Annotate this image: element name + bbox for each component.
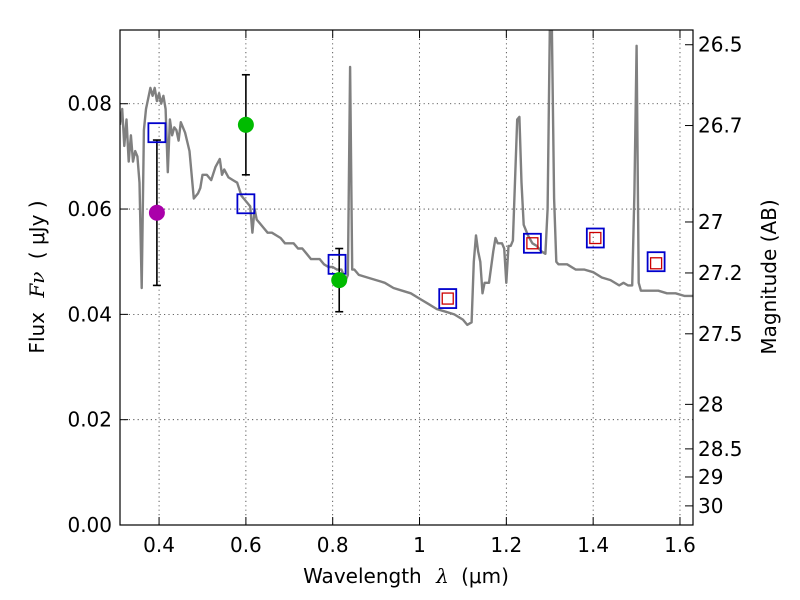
observed-limit-square [441, 292, 454, 305]
y2-tick-label: 26.5 [698, 33, 743, 57]
x-tick-label: 1.2 [490, 533, 522, 557]
observed-limit-square [649, 257, 663, 270]
y-axis-label: Flux Fν ( μJy ) [25, 200, 49, 353]
x-tick-label: 0.6 [230, 533, 262, 557]
y2-tick-label: 27 [698, 210, 723, 234]
y-tick-label: 0.02 [67, 408, 112, 432]
tick-layer: 0.4 0.6 0.8 1 1.2 1.4 1.6 0.00 0.02 0.04 0.06 0.08 2… [67, 30, 743, 557]
y2-tick-label: 29 [698, 465, 723, 489]
observed-limit-square [589, 231, 602, 245]
x-tick-label: 1 [413, 533, 426, 557]
model-band-flux-square [646, 251, 666, 273]
observed-green-point [331, 272, 348, 289]
y2-tick-label: 28.5 [698, 437, 743, 461]
observed-magenta-point [148, 204, 165, 221]
model-band-flux-square [147, 122, 167, 144]
x-tick-label: 0.8 [317, 533, 349, 557]
model-band-flux-square [585, 227, 605, 249]
x-tick-label: 1.4 [577, 533, 609, 557]
plot-frame [119, 29, 694, 526]
x-axis-label: Wavelength λ (μm) [303, 564, 509, 588]
x-tick-label: 1.6 [664, 533, 696, 557]
sed-model-line [120, 30, 693, 327]
y2-axis-label: Magnitude (AB) [757, 199, 781, 354]
series-clip-group [120, 30, 693, 327]
y2-tick-label: 28 [698, 392, 723, 416]
series-layer [120, 30, 693, 327]
model-band-flux-square [522, 232, 542, 254]
y-tick-label: 0.04 [67, 302, 112, 326]
observed-green-point [237, 116, 254, 133]
x-tick-label: 0.4 [143, 533, 175, 557]
y2-tick-label: 26.7 [698, 114, 743, 138]
y-tick-label: 0.00 [67, 513, 112, 537]
grid-layer [120, 30, 693, 526]
y-tick-label: 0.06 [67, 197, 112, 221]
y2-tick-label: 30 [698, 494, 723, 518]
y-tick-label: 0.08 [67, 92, 112, 116]
y2-tick-label: 27.5 [698, 322, 743, 346]
model-band-flux-square [236, 193, 256, 215]
observed-limit-square [526, 237, 539, 250]
y2-tick-label: 27.2 [698, 261, 743, 285]
model-band-flux-square [438, 288, 458, 309]
